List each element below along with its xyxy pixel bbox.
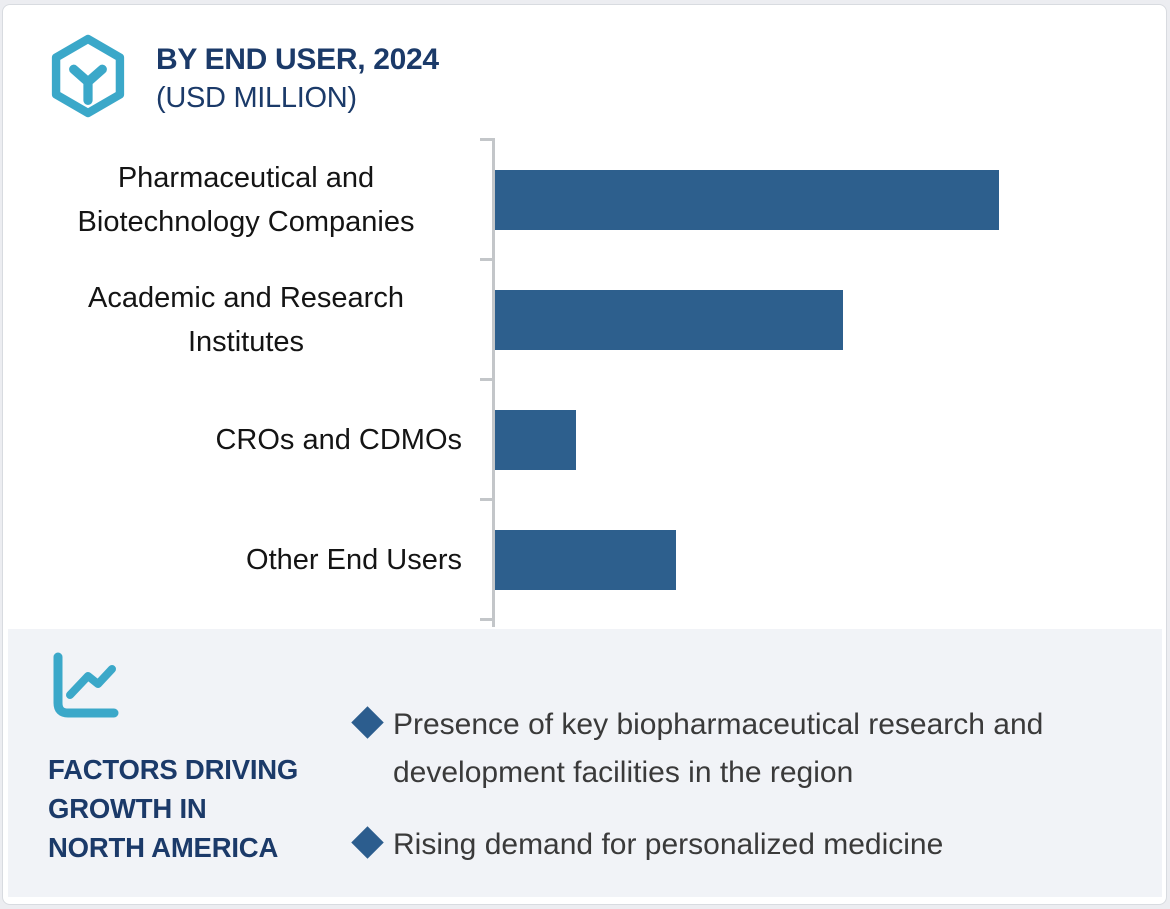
- factor-item: Rising demand for personalized medicine: [351, 821, 1122, 869]
- bar: [495, 530, 676, 590]
- axis-tick: [480, 378, 493, 381]
- factor-text: Presence of key biopharmaceutical resear…: [393, 708, 1044, 789]
- factor-list: Presence of key biopharmaceutical resear…: [351, 701, 1122, 893]
- diamond-bullet-icon: [351, 826, 384, 859]
- category-label-cell: Other End Users: [30, 500, 462, 620]
- axis-tick: [480, 258, 493, 261]
- factors-heading: FACTORS DRIVING GROWTH IN NORTH AMERICA: [48, 750, 298, 867]
- chart-band: Academic and Research Institutes: [0, 260, 1170, 380]
- factors-panel: [8, 629, 1162, 897]
- factors-heading-line1: FACTORS DRIVING: [48, 754, 299, 785]
- bar: [495, 410, 576, 470]
- line-chart-icon: [53, 652, 119, 718]
- chart-title: BY END USER, 2024 (USD MILLION): [156, 40, 439, 118]
- category-label: CROs and CDMOs: [215, 424, 462, 456]
- chart-title-line1: BY END USER, 2024: [156, 43, 439, 76]
- category-label: Other End Users: [246, 544, 462, 576]
- bar: [495, 290, 843, 350]
- chart-band: Other End Users: [0, 500, 1170, 620]
- category-label-cell: Pharmaceutical and Biotechnology Compani…: [30, 140, 462, 260]
- y-axis-line: [492, 138, 495, 627]
- category-label-cell: Academic and Research Institutes: [30, 260, 462, 380]
- category-label: Pharmaceutical and Biotechnology Compani…: [77, 162, 415, 238]
- factor-text: Rising demand for personalized medicine: [393, 828, 944, 861]
- diamond-bullet-icon: [351, 706, 384, 739]
- category-label: Academic and Research Institutes: [88, 282, 404, 358]
- chart-title-line2: (USD MILLION): [156, 82, 357, 114]
- factors-heading-line2: GROWTH IN: [48, 793, 207, 824]
- axis-tick: [480, 138, 493, 141]
- axis-tick: [480, 498, 493, 501]
- factor-item: Presence of key biopharmaceutical resear…: [351, 701, 1122, 797]
- bar-chart: Pharmaceutical and Biotechnology Compani…: [0, 138, 1170, 627]
- bar: [495, 170, 999, 230]
- chart-band: Pharmaceutical and Biotechnology Compani…: [0, 140, 1170, 260]
- category-label-cell: CROs and CDMOs: [30, 380, 462, 500]
- factors-heading-line3: NORTH AMERICA: [48, 832, 279, 863]
- chart-band: CROs and CDMOs: [0, 380, 1170, 500]
- axis-tick: [480, 618, 493, 621]
- hexagon-molecule-icon: [51, 34, 125, 118]
